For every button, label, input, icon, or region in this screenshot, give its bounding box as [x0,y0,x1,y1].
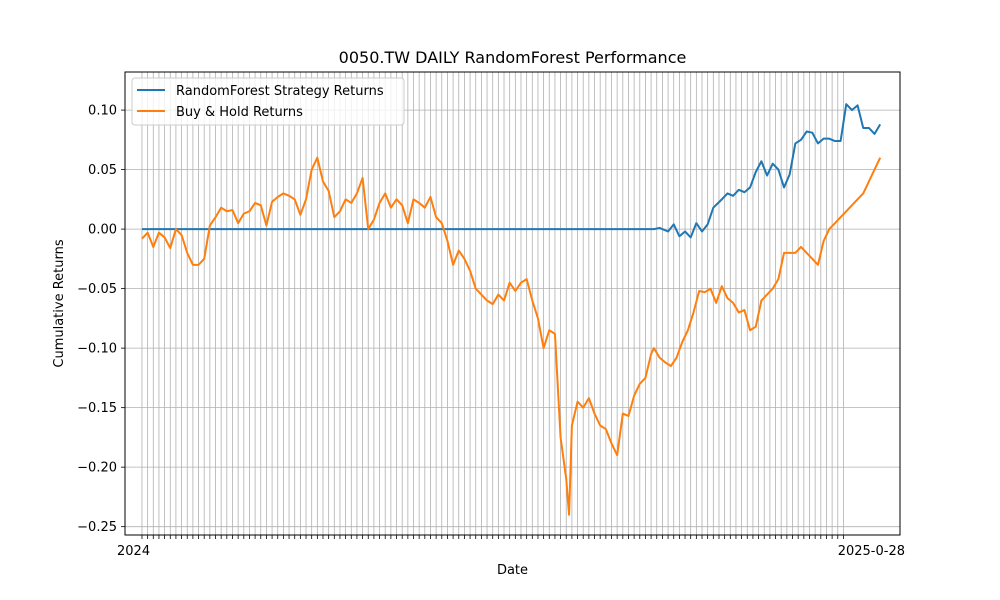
y-tick-label: −0.10 [77,342,117,357]
y-axis-title: Cumulative Returns [52,239,67,367]
y-tick-label: −0.05 [77,282,117,297]
series-lines [141,103,882,516]
x-tick-label-last: 2025-0-28 [838,544,905,559]
y-tick-label: 0.10 [88,104,117,119]
legend-box [131,77,405,126]
y-tick-label: 0.00 [88,223,117,238]
series-line-buyhold [141,156,882,516]
plot-frame [124,71,901,536]
grid-lines [125,72,900,535]
y-tick-label: −0.15 [77,401,117,416]
axis-ticks: −0.25 −0.20 −0.15 −0.10 −0.05 0.00 0.05 0.10 [77,104,844,539]
legend-label-buyhold: Buy & Hold Returns [176,105,303,120]
chart-title: 0050.TW DAILY RandomForest Performance [339,48,687,67]
x-axis-title: Date [497,563,528,578]
y-tick-label: 0.05 [88,163,117,178]
legend: RandomForest Strategy Returns Buy & Hold… [131,77,405,126]
y-tick-label: −0.25 [77,520,117,535]
x-tick-label-first: 2024 [117,544,150,559]
series-line-strategy [141,103,882,239]
y-tick-label: −0.20 [77,461,117,476]
legend-label-strategy: RandomForest Strategy Returns [176,84,384,99]
